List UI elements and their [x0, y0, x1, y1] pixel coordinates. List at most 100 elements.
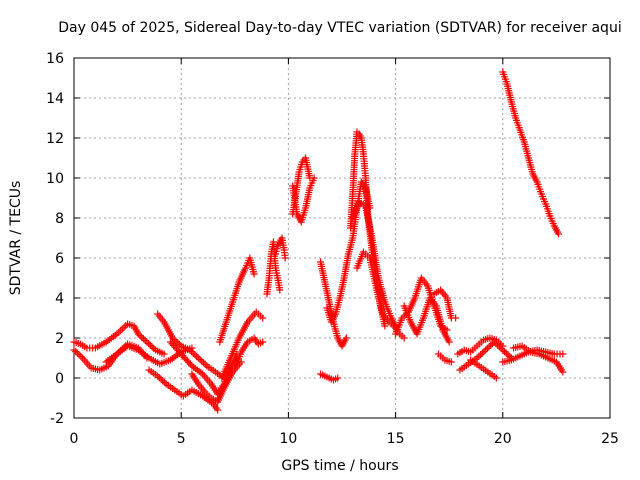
series-arc-1: [70, 320, 168, 358]
data-point: [499, 346, 507, 354]
series-arc-26: [456, 338, 515, 374]
data-point: [146, 341, 154, 349]
data-point: [141, 336, 149, 344]
data-point: [175, 340, 183, 348]
data-point: [494, 341, 502, 349]
y-tick-label: 12: [46, 131, 64, 147]
data-point: [492, 340, 500, 348]
data-point: [145, 340, 153, 348]
data-point: [116, 327, 124, 335]
data-point: [381, 322, 389, 330]
data-point: [483, 344, 491, 352]
data-point: [171, 343, 179, 351]
data-point: [170, 341, 178, 349]
data-point: [342, 334, 350, 342]
data-point: [473, 354, 481, 362]
series-arc-13: [289, 154, 314, 218]
series-arc-16: [317, 370, 342, 384]
data-point: [160, 350, 168, 358]
y-axis: -2 0 2 4 6 8 10 12 14 16: [46, 51, 610, 427]
data-point: [478, 349, 486, 357]
y-tick-label: 6: [55, 251, 64, 267]
data-point: [475, 352, 483, 360]
data-point: [193, 352, 201, 360]
data-point: [250, 270, 258, 278]
data-point: [75, 351, 83, 359]
data-point: [276, 286, 284, 294]
data-point: [194, 354, 202, 362]
data-point: [559, 368, 567, 376]
data-point: [134, 330, 142, 338]
data-point: [118, 325, 126, 333]
chart-title: Day 045 of 2025, Sidereal Day-to-day VTE…: [58, 20, 621, 36]
data-point: [201, 360, 209, 368]
data-point: [70, 346, 78, 354]
y-tick-label: 10: [46, 171, 64, 187]
data-point: [559, 350, 567, 358]
data-point: [150, 344, 158, 352]
data-point: [187, 348, 195, 356]
series-arc-30: [499, 68, 563, 238]
y-tick-label: -2: [50, 411, 64, 427]
data-point: [501, 348, 509, 356]
data-point: [281, 254, 289, 262]
data-point: [73, 349, 81, 357]
data-point: [179, 352, 187, 360]
data-point: [400, 334, 408, 342]
series-arc-22: [400, 294, 453, 346]
data-point: [138, 333, 146, 341]
data-point: [155, 374, 163, 382]
x-tick-label: 20: [494, 431, 512, 447]
y-tick-label: 0: [55, 371, 64, 387]
series-arc-8: [216, 254, 258, 346]
data-point: [490, 338, 498, 346]
data-point: [77, 352, 85, 360]
data-point: [159, 377, 167, 385]
grid: [74, 58, 610, 418]
x-tick-label: 25: [601, 431, 619, 447]
x-tick-label: 5: [177, 431, 186, 447]
data-point: [310, 174, 318, 182]
y-tick-label: 14: [46, 91, 64, 107]
data-point: [502, 349, 510, 357]
data-point: [198, 357, 206, 365]
series-arc-20: [353, 248, 400, 332]
data-point: [160, 378, 168, 386]
data-point: [180, 353, 188, 361]
plot-frame: [73, 57, 611, 419]
data-point: [136, 332, 144, 340]
data-point: [452, 314, 460, 322]
data-point: [214, 406, 222, 414]
series-arc-10: [231, 334, 267, 372]
data-point: [497, 344, 505, 352]
data-point: [482, 346, 490, 354]
data-point: [174, 339, 182, 347]
data-point: [157, 375, 165, 383]
data-point: [185, 359, 193, 367]
data-point: [143, 338, 151, 346]
data-point: [172, 337, 180, 345]
y-axis-label: SDTVAR / TECUs: [8, 181, 24, 296]
data-point: [177, 350, 185, 358]
data-point: [480, 348, 488, 356]
data-point: [485, 343, 493, 351]
data-point: [176, 348, 184, 356]
series-arc-14: [289, 174, 318, 226]
data-point: [191, 351, 199, 359]
data-point: [555, 230, 563, 238]
series-arc-24: [434, 350, 455, 366]
data-point: [72, 348, 80, 356]
data-point: [196, 356, 204, 364]
data-point: [504, 351, 512, 359]
x-tick-label: 15: [387, 431, 405, 447]
data-point: [148, 343, 156, 351]
data-point: [173, 345, 181, 353]
data-point: [168, 340, 176, 348]
data-point: [199, 359, 207, 367]
data-point: [447, 358, 455, 366]
y-tick-label: 2: [55, 331, 64, 347]
data-point: [169, 334, 177, 342]
data-point: [259, 314, 267, 322]
x-axis-label: GPS time / hours: [281, 458, 398, 474]
